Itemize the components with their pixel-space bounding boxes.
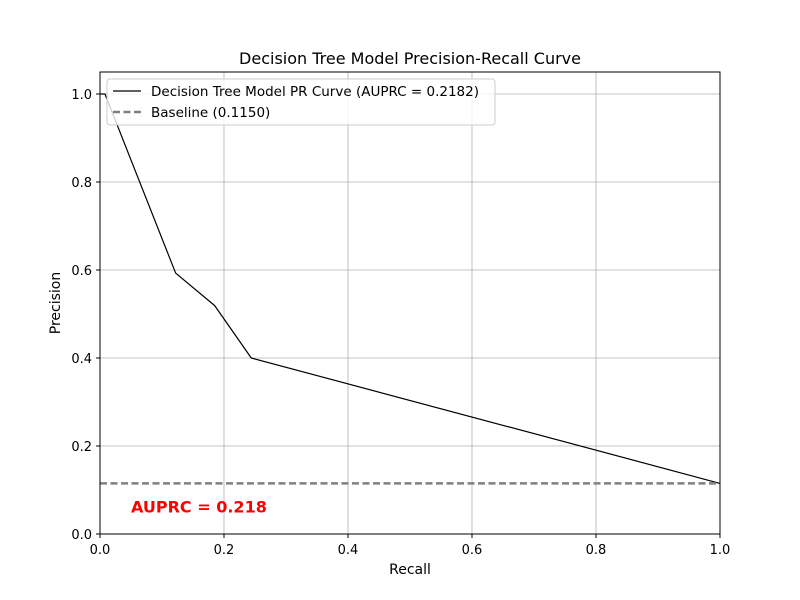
y-tick-label: 0.0 <box>71 528 92 543</box>
y-tick-label: 1.0 <box>71 88 92 103</box>
y-tick-label: 0.6 <box>71 264 92 279</box>
tick-layer: 0.0 0.2 0.4 0.6 0.8 1.0 0.0 0.2 0.4 0.6 0.8 1.0 <box>71 88 730 558</box>
legend-box <box>106 78 496 126</box>
x-tick-label: 0.8 <box>586 543 607 558</box>
legend-entry-pr-curve: Decision Tree Model PR Curve (AUPRC = 0.… <box>151 84 479 100</box>
x-tick-label: 1.0 <box>710 543 731 558</box>
series-layer <box>100 93 721 485</box>
plot-frame <box>99 71 721 535</box>
x-axis-label: Recall <box>389 562 431 578</box>
grid-layer <box>99 72 721 535</box>
x-tick-label: 0.2 <box>214 543 235 558</box>
x-tick-label: 0.4 <box>338 543 359 558</box>
x-tick-label: 0.6 <box>462 543 483 558</box>
chart-title: Decision Tree Model Precision-Recall Cur… <box>239 49 581 68</box>
x-tick-label: 0.0 <box>90 543 111 558</box>
y-tick-label: 0.4 <box>71 352 92 367</box>
auprc-annotation: AUPRC = 0.218 <box>131 498 267 517</box>
legend-entry-baseline: Baseline (0.1150) <box>151 105 270 121</box>
pr-curve-line <box>100 93 721 484</box>
y-tick-label: 0.2 <box>71 440 92 455</box>
y-axis-label: Precision <box>48 272 64 334</box>
legend: Decision Tree Model PR Curve (AUPRC = 0.… <box>106 78 496 126</box>
y-tick-label: 0.8 <box>71 176 92 191</box>
